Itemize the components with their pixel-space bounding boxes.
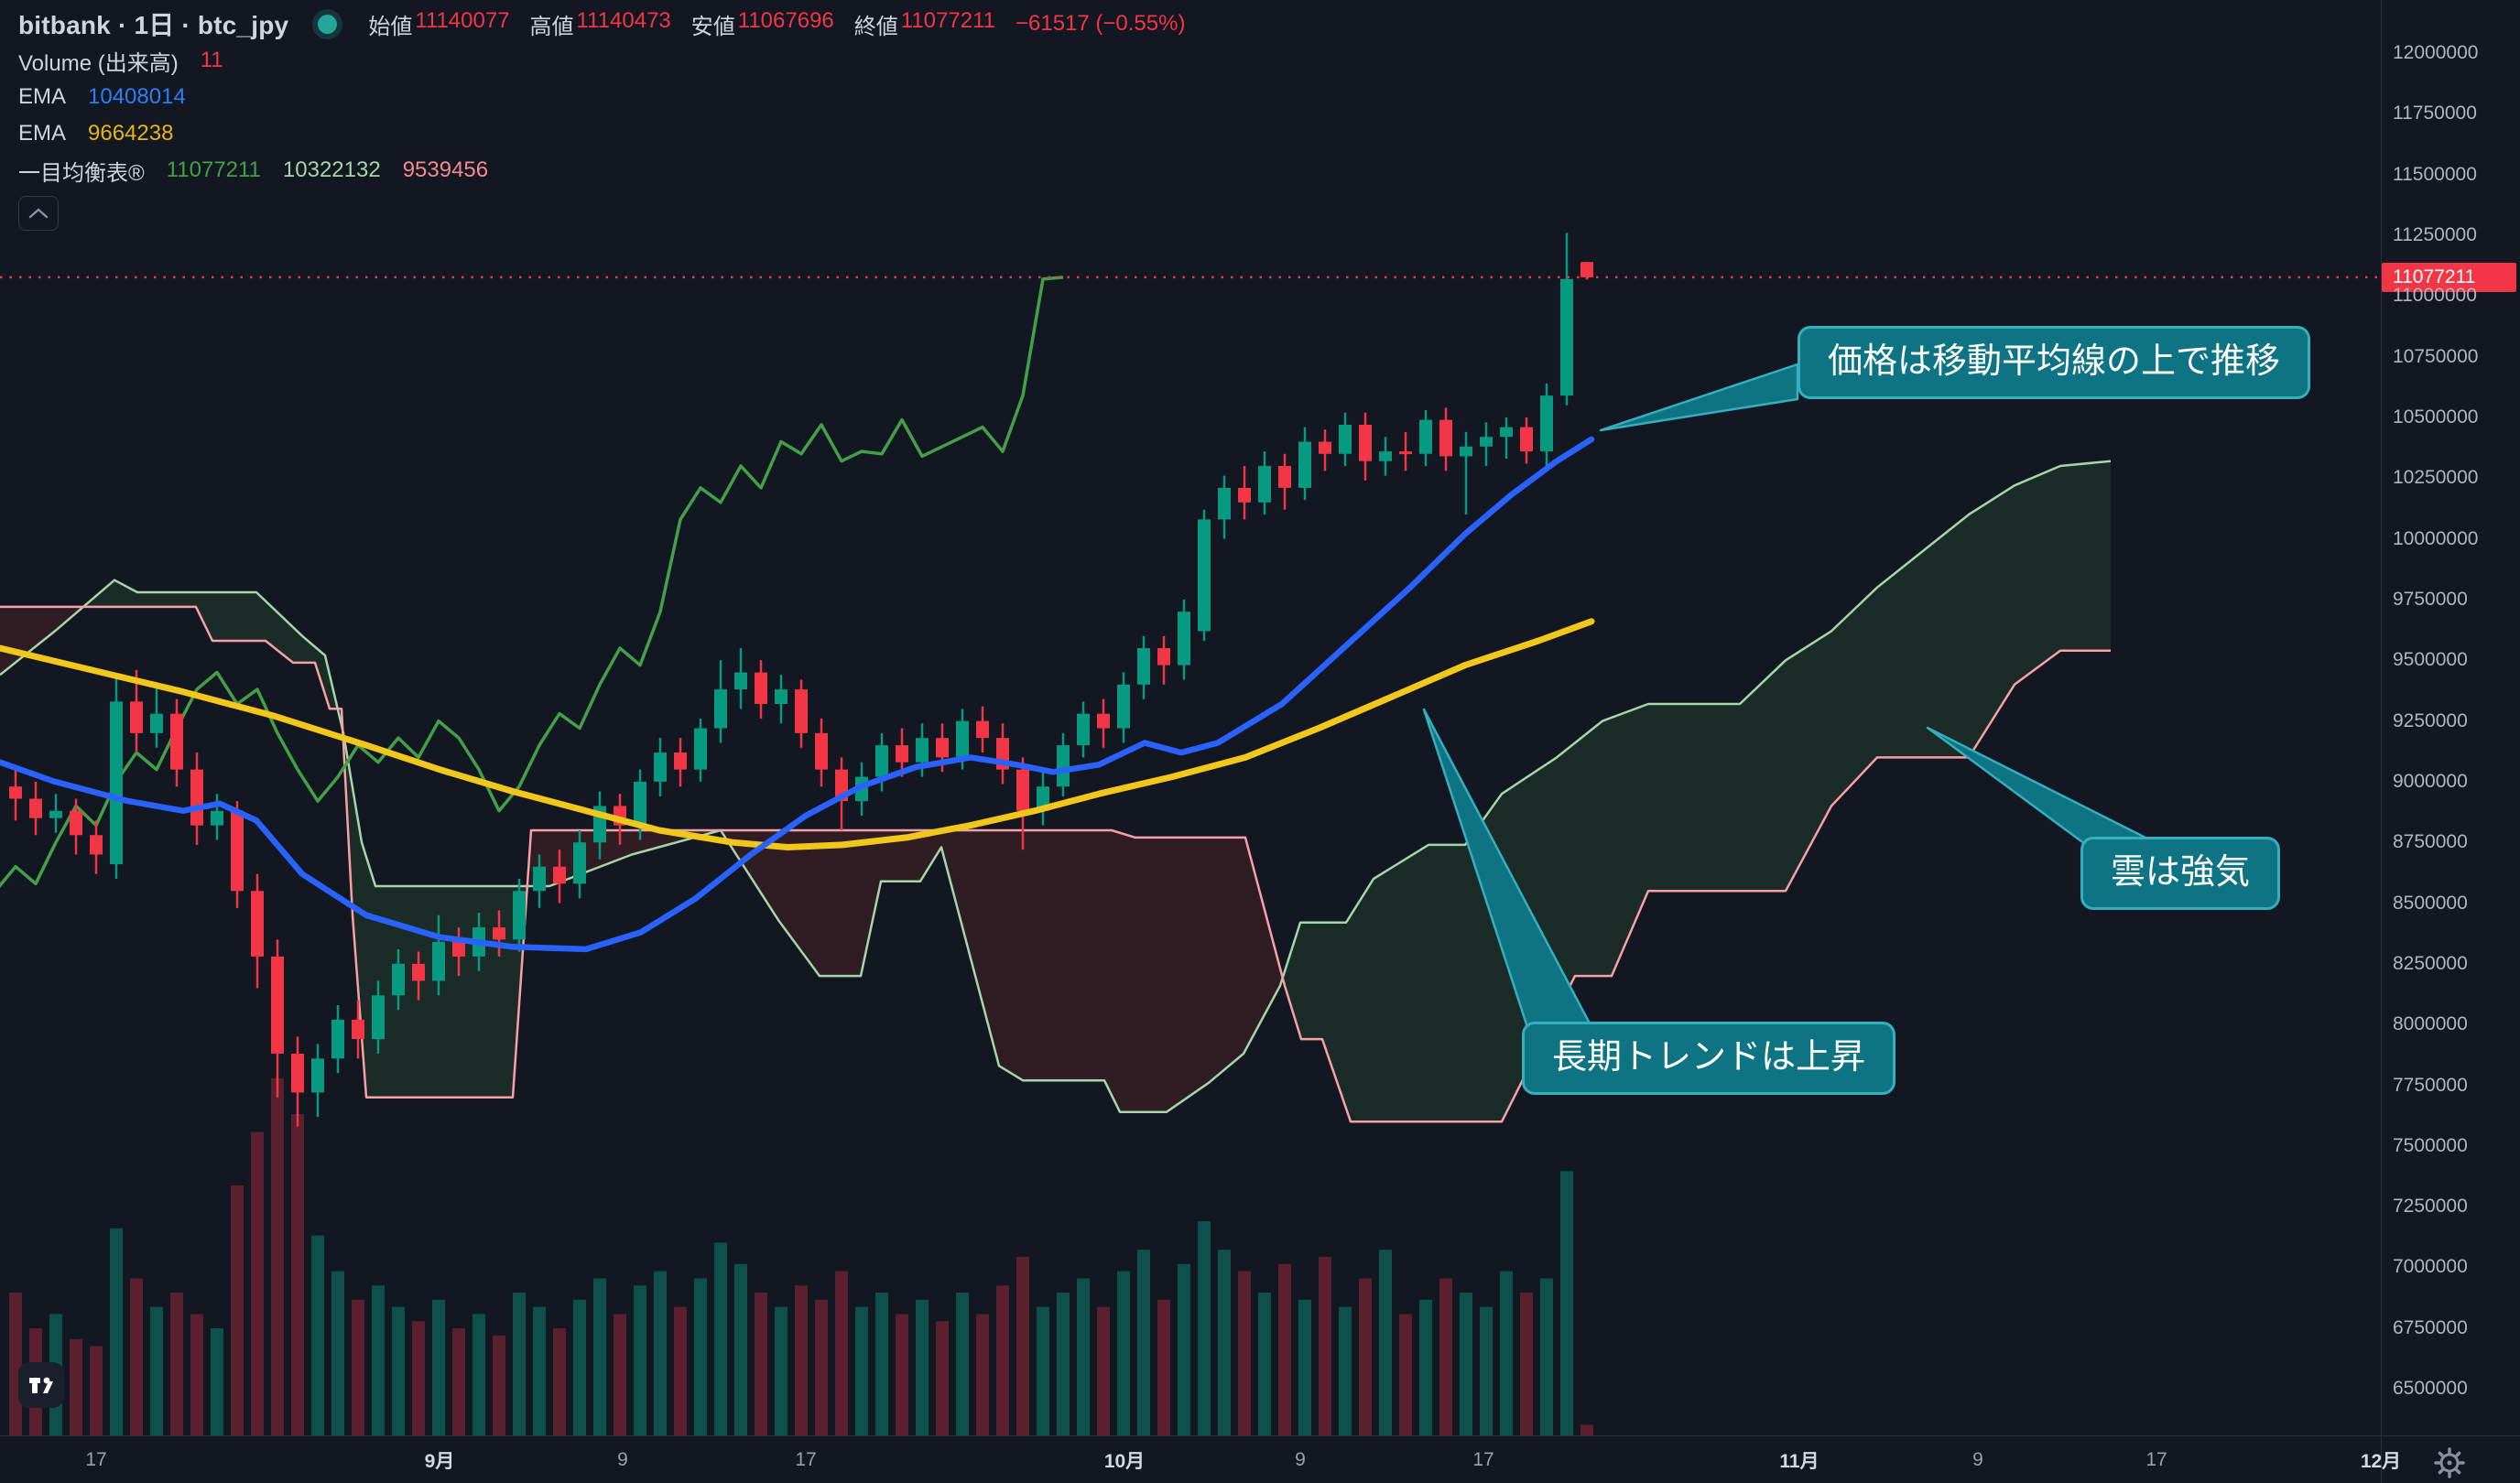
price-axis-separator (2381, 0, 2382, 1483)
price-tick-label: 7500000 (2393, 1134, 2468, 1156)
close-value: 11077211 (900, 7, 995, 33)
price-tick-label: 12250000 (2393, 0, 2478, 4)
time-tick-label: 9 (1295, 1448, 1306, 1470)
time-tick-label: 9月 (424, 1450, 455, 1472)
annotation-tail-0 (1599, 363, 1799, 432)
lagging-span-line (0, 276, 1064, 889)
time-axis[interactable]: 17 9月 9 17 10月 9 17 11月 9 17 12月 (0, 1436, 2401, 1483)
price-tick-label: 6500000 (2393, 1378, 2468, 1400)
volume-label: Volume (出来高) (18, 50, 179, 76)
ema-fast-legend-row[interactable]: EMA 10408014 (18, 79, 1185, 115)
chart-canvas[interactable] (0, 0, 2381, 1435)
close-label: 終値 (853, 14, 898, 39)
price-axis[interactable]: 11077211 12250000 12000000 11750000 1150000… (2382, 0, 2520, 1483)
price-tick-label: 11250000 (2393, 224, 2477, 245)
time-tick-label: 17 (795, 1448, 817, 1470)
collapse-legend-button[interactable] (18, 196, 59, 231)
annotation-longterm-uptrend[interactable]: 長期トレンドは上昇 (1522, 1022, 1896, 1095)
ema-fast-value: 10408014 (88, 84, 186, 109)
open-value: 11140077 (415, 7, 510, 33)
time-tick-label: 9 (1972, 1448, 1983, 1470)
price-tick-label: 7000000 (2393, 1256, 2468, 1278)
time-tick-label: 11月 (1779, 1450, 1819, 1472)
annotation-cloud-bullish[interactable]: 雲は強気 (2080, 837, 2281, 910)
price-tick-label: 8750000 (2393, 831, 2468, 853)
chevron-up-icon (28, 208, 49, 219)
price-tick-label: 7250000 (2393, 1196, 2468, 1218)
price-tick-label: 11500000 (2393, 163, 2477, 185)
high-value: 11140473 (576, 7, 671, 33)
price-tick-label: 8250000 (2393, 952, 2468, 974)
ichimoku-lagging-value: 11077211 (166, 157, 261, 182)
price-tick-label: 10500000 (2393, 406, 2479, 428)
price-tick-label: 6750000 (2393, 1316, 2468, 1338)
annotation-tail-1 (1926, 726, 2149, 846)
tradingview-logo-icon (29, 1377, 53, 1393)
candles-series (9, 233, 1593, 1127)
market-status-dot-icon (318, 14, 338, 34)
price-tick-label: 9500000 (2393, 649, 2468, 671)
open-label: 始値 (368, 14, 413, 39)
price-tick-label: 11750000 (2393, 103, 2477, 124)
annotation-price-above-ma[interactable]: 価格は移動平均線の上で推移 (1798, 326, 2311, 399)
ema-fast-line (0, 436, 1595, 953)
symbol-row[interactable]: bitbank · 1日 · btc_jpy 始値 11140077 高値 1114… (18, 5, 1185, 42)
time-axis-separator (0, 1435, 2520, 1436)
time-tick-label: 12月 (2360, 1450, 2402, 1472)
ema-slow-line (0, 618, 1595, 850)
price-tick-label: 7750000 (2393, 1074, 2468, 1096)
ichimoku-span-a-value: 10322132 (282, 157, 381, 182)
senkou-span-a-line (0, 460, 2112, 1113)
price-tick-label: 9000000 (2393, 770, 2468, 792)
ichimoku-span-b-value: 9539456 (402, 157, 489, 182)
time-tick-label: 9 (617, 1448, 628, 1470)
volume-legend-row[interactable]: Volume (出来高) 11 (18, 42, 1185, 79)
ohlc-values: 始値 11140077 高値 11140473 安値 11067696 終値 11077… (368, 8, 1185, 40)
tradingview-logo[interactable] (18, 1362, 64, 1408)
volume-value: 11 (200, 48, 223, 72)
senkou-span-b-line (0, 605, 2111, 1123)
ema-slow-value: 9664238 (88, 121, 174, 146)
time-tick-label: 17 (85, 1448, 107, 1470)
ema-slow-legend-row[interactable]: EMA 9664238 (18, 115, 1185, 152)
ichimoku-label: 一目均衡表® (18, 160, 145, 186)
ema-fast-label: EMA (18, 84, 67, 109)
ichimoku-legend-row[interactable]: 一目均衡表® 11077211 10322132 9539456 (18, 152, 1185, 189)
low-value: 11067696 (737, 7, 834, 33)
symbol-title[interactable]: bitbank · 1日 · btc_jpy (18, 11, 289, 39)
price-chart[interactable] (0, 0, 2381, 1435)
price-tick-label: 9750000 (2393, 588, 2468, 610)
price-tick-label: 10250000 (2393, 467, 2479, 489)
price-tick-label: 8500000 (2393, 892, 2468, 914)
time-tick-label: 17 (2145, 1448, 2167, 1470)
price-tick-label: 11000000 (2393, 285, 2477, 307)
settings-gear-icon[interactable] (2429, 1443, 2470, 1483)
price-tick-label: 9250000 (2393, 709, 2468, 731)
time-tick-label: 17 (1472, 1448, 1494, 1470)
time-tick-label: 10月 (1103, 1450, 1146, 1472)
price-tick-label: 10750000 (2393, 345, 2479, 367)
volume-series (9, 1078, 1593, 1435)
price-tick-label: 8000000 (2393, 1013, 2468, 1035)
price-tick-label: 10000000 (2393, 527, 2479, 549)
high-label: 高値 (529, 14, 574, 39)
price-tick-label: 12000000 (2393, 42, 2479, 64)
chart-legend: bitbank · 1日 · btc_jpy 始値 11140077 高値 1114… (18, 5, 1185, 231)
ema-slow-label: EMA (18, 121, 67, 146)
low-label: 安値 (690, 14, 735, 39)
current-price-tag: 11077211 (2382, 262, 2516, 292)
change-value: −61517 (−0.55%) (1015, 11, 1186, 36)
